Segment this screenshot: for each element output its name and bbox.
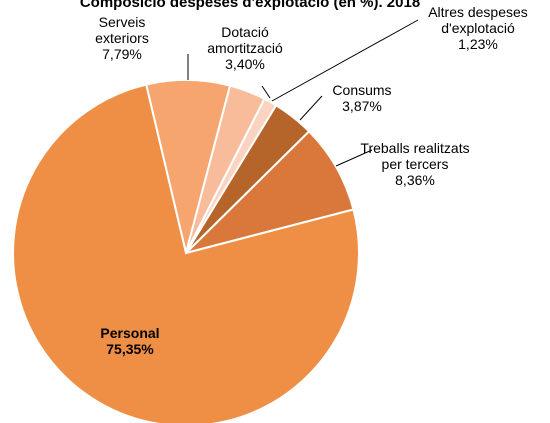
category-label: Altres despeses d'explotació xyxy=(428,4,528,36)
category-label: Serveis exteriors xyxy=(95,14,149,46)
value-label: 7,79% xyxy=(102,46,142,62)
leader-line xyxy=(299,95,323,121)
value-label: 8,36% xyxy=(395,172,435,188)
slice-label: Altres despeses d'explotació 1,23% xyxy=(418,4,538,52)
pie-slice xyxy=(182,129,355,255)
slice-label: Personal 75,35% xyxy=(70,325,190,357)
value-label: 3,40% xyxy=(225,56,265,72)
category-label: Dotació amortització xyxy=(207,24,283,56)
slice-label: Treballs realitzats per tercers 8,36% xyxy=(360,140,470,188)
chart-title: Composició despeses d'explotació (en %).… xyxy=(79,0,421,11)
slice-label: Serveis exteriors 7,79% xyxy=(77,14,167,62)
value-label: 1,23% xyxy=(458,36,498,52)
value-label: 75,35% xyxy=(106,341,154,357)
value-label: 3,87% xyxy=(342,98,382,114)
category-label: Personal xyxy=(100,325,160,341)
pie-slice xyxy=(12,83,360,423)
leader-line xyxy=(261,85,271,99)
slice-label: Dotació amortització 3,40% xyxy=(195,24,295,72)
category-label: Consums xyxy=(332,82,392,98)
leader-line xyxy=(271,19,419,102)
category-label: Treballs realitzats per tercers xyxy=(360,140,470,172)
slice-label: Consums 3,87% xyxy=(317,82,407,114)
leader-line xyxy=(335,149,373,167)
